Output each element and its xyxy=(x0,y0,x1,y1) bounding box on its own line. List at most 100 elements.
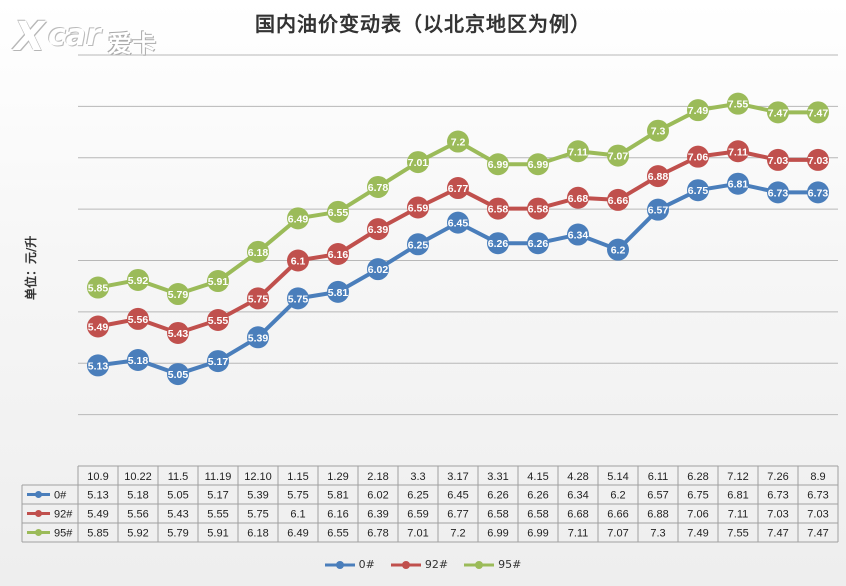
data-point xyxy=(167,283,189,306)
table-cell: 6.34 xyxy=(567,490,588,502)
table-cell: 7.47 xyxy=(767,528,788,540)
data-label: 5.81 xyxy=(328,287,349,299)
data-label: 6.34 xyxy=(568,230,589,242)
table-cell: 6.81 xyxy=(727,490,748,502)
table-cell: 6.02 xyxy=(367,490,388,502)
data-point xyxy=(407,151,429,174)
data-label: 6.78 xyxy=(368,182,389,194)
data-point xyxy=(487,197,509,220)
data-label: 6.26 xyxy=(528,238,549,250)
x-tick-label: 10.22 xyxy=(124,471,152,483)
data-label: 6.16 xyxy=(328,249,349,261)
legend: 0# 92# 95# xyxy=(0,558,846,571)
table-cell: 5.91 xyxy=(207,528,228,540)
logo-car: car xyxy=(48,18,101,53)
data-point xyxy=(87,354,109,377)
data-label: 5.18 xyxy=(128,355,149,367)
table-cell: 6.2 xyxy=(610,490,625,502)
data-label: 6.1 xyxy=(291,256,306,268)
x-tick-label: 6.11 xyxy=(648,471,669,483)
data-label: 6.02 xyxy=(368,264,389,276)
data-point xyxy=(527,232,549,255)
table-cell: 7.3 xyxy=(650,528,665,540)
legend-entry: 0# xyxy=(324,558,375,571)
table-cell: 6.99 xyxy=(527,528,548,540)
table-cell: 5.85 xyxy=(87,528,108,540)
data-label: 6.75 xyxy=(688,185,709,197)
table-cell: 6.77 xyxy=(447,509,468,521)
data-point xyxy=(367,218,389,241)
xcar-logo: X car 爱卡 xyxy=(8,10,178,62)
table-cell: 6.49 xyxy=(287,528,308,540)
data-label: 6.99 xyxy=(488,159,509,171)
x-tick-label: 4.28 xyxy=(567,471,588,483)
table-cell: 6.1 xyxy=(290,509,305,521)
data-point xyxy=(767,148,789,171)
table-cell: 5.75 xyxy=(247,509,268,521)
data-point xyxy=(807,148,829,171)
data-point xyxy=(127,268,149,291)
table-cell: 6.57 xyxy=(647,490,668,502)
data-point xyxy=(727,172,749,195)
table-cell: 5.81 xyxy=(327,490,348,502)
table-cell: 6.73 xyxy=(807,490,828,502)
data-point xyxy=(167,321,189,344)
data-label: 5.43 xyxy=(168,328,189,340)
data-label: 6.58 xyxy=(488,204,509,216)
data-point xyxy=(567,223,589,246)
data-label: 5.79 xyxy=(168,289,189,301)
data-point xyxy=(87,315,109,338)
table-cell: 6.66 xyxy=(607,509,628,521)
legend-label: 95# xyxy=(498,558,522,571)
table-cell: 6.25 xyxy=(407,490,428,502)
data-label: 5.75 xyxy=(248,293,269,305)
legend-line-marker xyxy=(390,560,421,569)
table-key-marker xyxy=(35,510,42,517)
x-tick-label: 12.10 xyxy=(244,471,272,483)
x-tick-label: 7.12 xyxy=(727,471,748,483)
x-tick-label: 6.28 xyxy=(687,471,708,483)
data-label: 5.92 xyxy=(128,275,149,287)
data-point xyxy=(247,287,269,310)
logo-x: X xyxy=(14,14,45,60)
data-label: 7.2 xyxy=(451,137,466,149)
data-label: 7.03 xyxy=(808,155,829,167)
table-cell: 6.58 xyxy=(527,509,548,521)
data-label: 6.45 xyxy=(448,218,469,230)
x-tick-label: 10.9 xyxy=(87,471,108,483)
data-label: 7.47 xyxy=(808,107,829,119)
data-point xyxy=(127,307,149,330)
table-cell: 6.45 xyxy=(447,490,468,502)
table-cell: 6.99 xyxy=(487,528,508,540)
table-cell: 6.75 xyxy=(687,490,708,502)
table-cell: 6.55 xyxy=(327,528,348,540)
table-cell: 6.39 xyxy=(367,509,388,521)
data-point xyxy=(247,240,269,263)
legend-line-marker xyxy=(464,560,495,569)
x-tick-label: 3.17 xyxy=(447,471,468,483)
data-label: 7.11 xyxy=(568,146,588,158)
data-label: 5.05 xyxy=(168,369,189,381)
logo-cn: 爱卡 xyxy=(108,30,156,58)
table-cell: 5.79 xyxy=(167,528,188,540)
data-label: 5.17 xyxy=(208,356,229,368)
data-point xyxy=(727,140,749,163)
table-cell: 5.56 xyxy=(127,509,148,521)
data-point xyxy=(407,196,429,219)
data-point xyxy=(607,144,629,167)
data-point xyxy=(687,179,709,202)
data-point xyxy=(647,165,669,188)
data-point xyxy=(207,270,229,293)
table-key-marker xyxy=(35,529,42,536)
legend-entry: 92# xyxy=(390,558,448,571)
table-series-name: 95# xyxy=(54,528,73,540)
table-cell: 5.39 xyxy=(247,490,268,502)
table-cell: 6.26 xyxy=(527,490,548,502)
data-label: 6.57 xyxy=(648,205,669,217)
x-tick-label: 8.9 xyxy=(810,471,825,483)
data-label: 6.77 xyxy=(448,183,469,195)
data-label: 7.47 xyxy=(768,107,789,119)
table-cell: 6.26 xyxy=(487,490,508,502)
data-point xyxy=(767,181,789,204)
